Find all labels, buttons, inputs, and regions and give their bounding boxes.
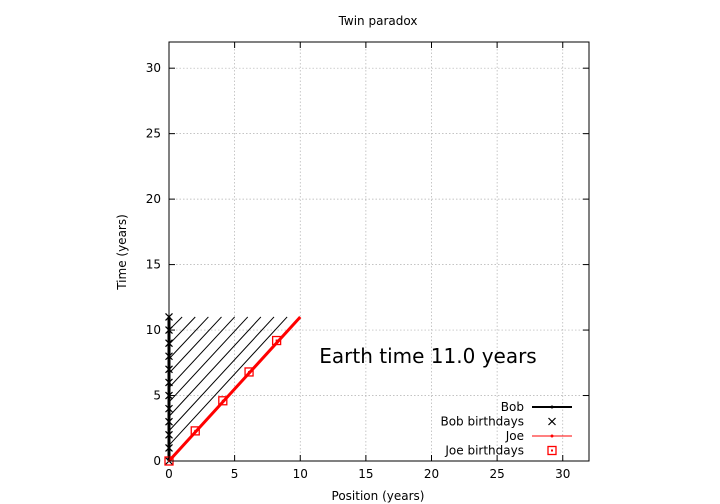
legend-dot: [550, 405, 554, 409]
hatch-line: [168, 316, 275, 432]
legend-label: Joe: [505, 429, 524, 443]
legend-label: Bob birthdays: [440, 415, 524, 429]
x-tick-label: 25: [489, 467, 504, 481]
series-layer: [164, 313, 302, 466]
joe-birthday-point: [190, 426, 200, 436]
x-axis-label: Position (years): [332, 489, 425, 503]
y-axis-label: Time (years): [115, 214, 129, 291]
y-tick-label: 30: [146, 61, 161, 75]
series-line: [167, 315, 302, 463]
hatch-line: [168, 316, 209, 360]
y-tick-label: 15: [146, 258, 161, 272]
legend-marker: [547, 445, 557, 456]
x-tick-label: 30: [555, 467, 570, 481]
x-tick-label: 0: [165, 467, 173, 481]
legend-label: Joe birthdays: [444, 444, 524, 458]
joe-birthday-point: [271, 335, 282, 346]
hatch-line: [168, 316, 249, 403]
x-tick-label: 10: [293, 467, 308, 481]
y-tick-label: 25: [146, 127, 161, 141]
grid: [169, 42, 589, 461]
earth-time-annotation: Earth time 11.0 years: [319, 344, 536, 368]
hatch-line: [168, 316, 262, 417]
y-tick-label: 10: [146, 323, 161, 337]
hatch-line: [168, 316, 235, 389]
x-tick-label: 5: [231, 467, 239, 481]
y-tick-label: 0: [153, 454, 161, 468]
joe-birthday-point: [244, 367, 254, 377]
axis-ticks: 0 5 10 15 20 25 30 0 5 10 15 20 25 30: [146, 42, 589, 481]
x-tick-label: 20: [424, 467, 439, 481]
legend-marker: [548, 417, 556, 426]
legend-label: Bob: [501, 400, 524, 414]
chart-title: Twin paradox: [338, 14, 418, 28]
hatch-line: [168, 316, 196, 345]
hatch-region: [168, 316, 288, 446]
legend-dot: [550, 434, 554, 438]
joe-birthday-point: [218, 396, 228, 406]
hatch-line: [168, 316, 222, 374]
plot-frame: [168, 41, 590, 462]
x-tick-label: 15: [358, 467, 373, 481]
y-tick-label: 5: [153, 389, 161, 403]
hatch-line: [168, 316, 288, 446]
y-tick-label: 20: [146, 192, 161, 206]
